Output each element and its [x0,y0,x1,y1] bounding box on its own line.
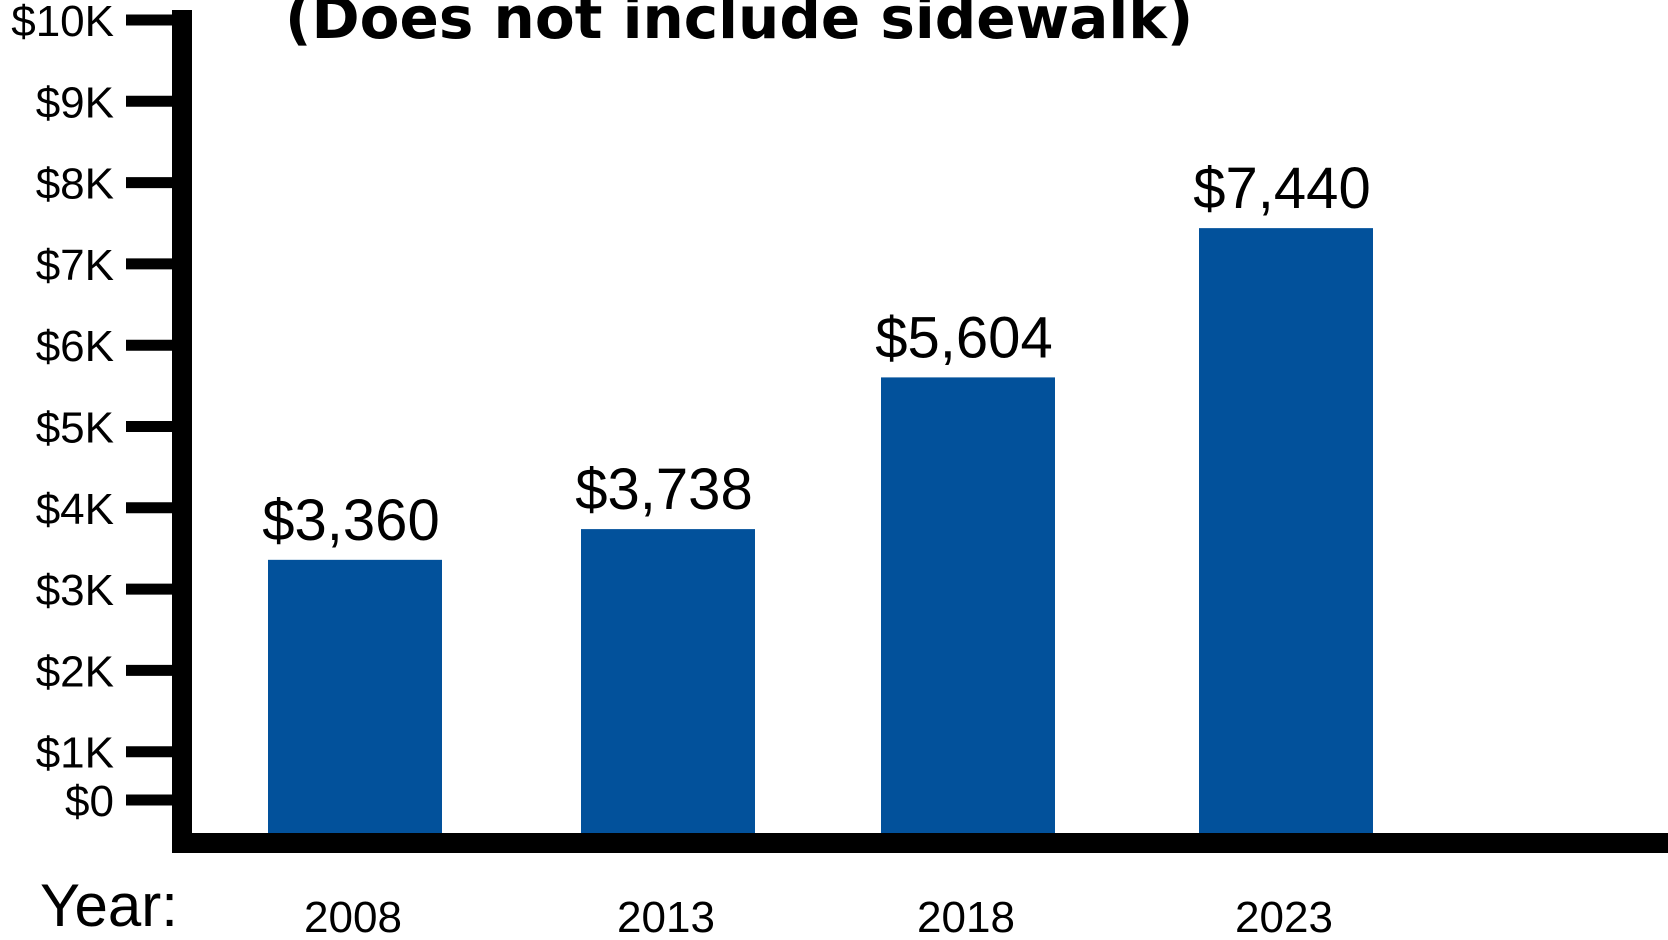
data-label-2018: $5,604 [875,305,1052,370]
x-tick-label: 2023 [1235,893,1333,940]
y-tick-label: $7K [36,241,114,290]
bar-2023 [1199,228,1373,834]
x-axis-tick-labels: 2008 2013 2018 2023 [304,893,1333,940]
x-tick-label: 2018 [917,893,1015,940]
bars [268,228,1373,834]
y-tick-label: $5K [36,404,114,453]
y-tick-label: $6K [36,322,114,371]
data-label-2023: $7,440 [1193,156,1370,221]
x-axis-label: Year: [40,872,178,939]
y-tick-label: $3K [36,566,114,615]
y-tick-label: $1K [36,729,114,778]
y-tick-label: $2K [36,647,114,696]
bar-2008 [268,559,442,833]
bar-2018 [881,377,1055,833]
y-tick-label: $0 [65,777,114,826]
y-tick-label: $10K [11,0,114,46]
bar-2013 [581,529,755,833]
y-tick-label: $4K [36,485,114,534]
data-label-2008: $3,360 [262,488,439,553]
y-axis-ticks: $0$1K $2K $3K $4K $5K $6K $7K $8K $9K $10K [11,0,190,826]
y-tick-label: $8K [36,160,114,209]
value-labels: $3,360 $3,738 $5,604 $7,440 [262,156,1370,553]
x-tick-label: 2013 [617,893,715,940]
chart-title: (Does not include sidewalk) [285,0,1193,52]
data-label-2013: $3,738 [575,457,752,522]
y-tick-label: $9K [36,78,114,127]
x-tick-label: 2008 [304,893,402,940]
